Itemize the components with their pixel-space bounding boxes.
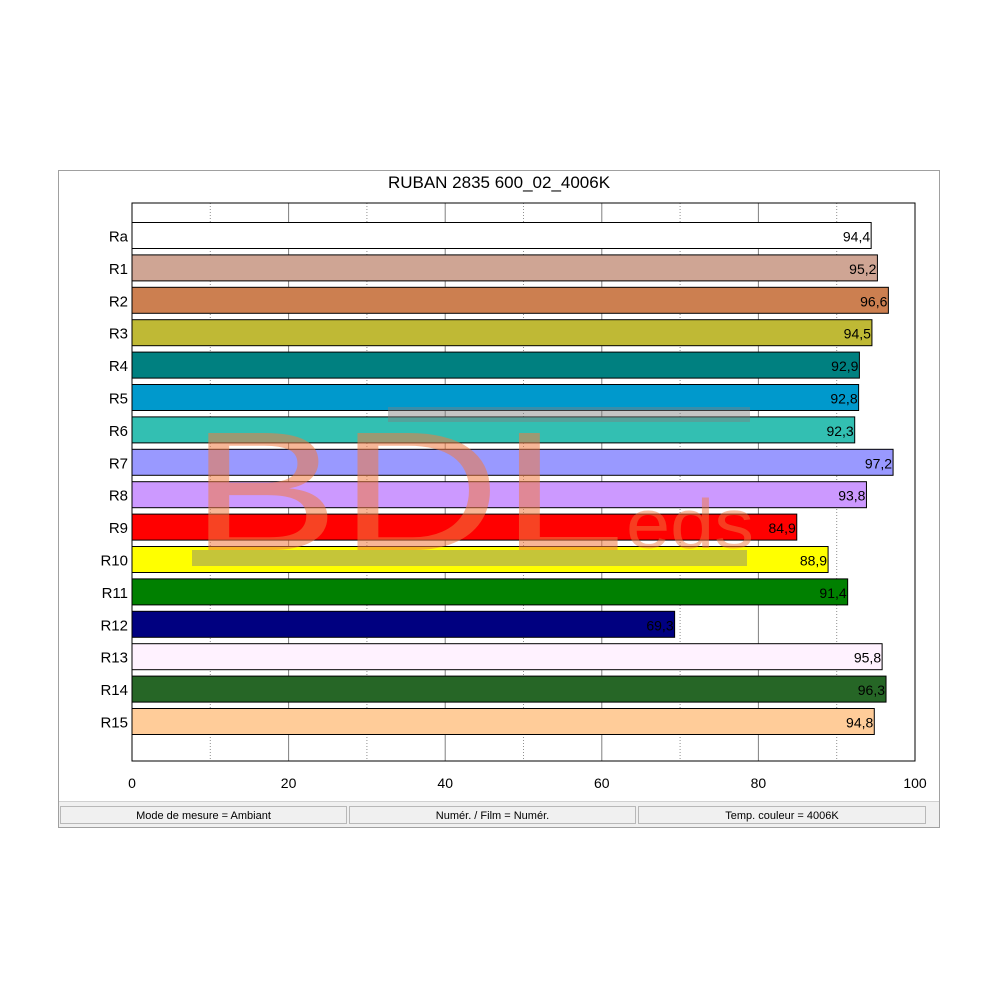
category-label: R9 (109, 520, 128, 537)
category-label: R12 (100, 617, 128, 634)
category-label: Ra (109, 229, 129, 246)
value-label: 94,8 (846, 715, 873, 731)
x-tick-label: 40 (437, 775, 453, 791)
bar-r1 (131, 254, 878, 282)
status-measure-mode: Mode de mesure = Ambiant (60, 806, 347, 824)
value-label: 95,2 (849, 261, 876, 277)
value-label: 94,4 (843, 229, 870, 245)
category-label: R7 (109, 455, 128, 472)
category-label: R8 (109, 488, 128, 505)
value-label: 92,8 (830, 391, 857, 407)
category-label: R6 (109, 423, 128, 440)
bar-r15 (131, 708, 875, 735)
value-label: 91,4 (819, 585, 846, 601)
bar-ra (131, 222, 872, 249)
value-label: 95,8 (854, 650, 881, 666)
chart-plot: Ra 94,4 R1 95,2 R2 96,6 R3 94,5 R4 92,9 R5 92,8 R6 92… (100, 202, 927, 791)
value-label: 88,9 (800, 553, 827, 569)
plot-frame (131, 202, 916, 762)
category-label: R1 (109, 261, 128, 278)
bar-r5 (131, 384, 860, 411)
x-tick-label: 0 (128, 775, 136, 791)
value-label: 69,3 (646, 617, 673, 633)
bar-r8 (131, 481, 867, 509)
bar-r2 (131, 286, 889, 314)
category-label: R13 (100, 650, 128, 667)
value-label: 93,8 (838, 488, 865, 504)
value-label: 97,2 (865, 455, 892, 471)
x-tick-label: 100 (903, 775, 927, 791)
bar-r10 (131, 546, 829, 573)
bar-r13 (131, 643, 883, 671)
bar-r7 (131, 448, 894, 476)
category-label: R4 (109, 358, 128, 375)
category-label: R5 (109, 391, 128, 408)
category-label: R2 (109, 293, 128, 310)
x-tick-label: 20 (281, 775, 297, 791)
status-bar: Mode de mesure = Ambiant Numér. / Film =… (59, 801, 939, 827)
category-label: R15 (100, 715, 128, 732)
value-label: 96,3 (858, 682, 885, 698)
bar-r11 (131, 578, 849, 606)
bar-r12 (131, 610, 676, 638)
chart-title: RUBAN 2835 600_02_4006K (387, 173, 611, 192)
status-film-mode: Numér. / Film = Numér. (349, 806, 636, 824)
bar-r9 (131, 513, 798, 541)
status-color-temperature: Temp. couleur = 4006K (638, 806, 926, 824)
x-tick-label: 80 (751, 775, 767, 791)
category-label: R11 (102, 585, 128, 602)
category-label: R14 (100, 682, 128, 699)
value-label: 92,3 (826, 423, 853, 439)
x-tick-label: 60 (594, 775, 610, 791)
category-label: R3 (109, 326, 128, 343)
bar-r3 (131, 319, 873, 347)
bar-r14 (131, 675, 887, 703)
value-label: 92,9 (831, 358, 858, 374)
category-label: R10 (100, 553, 128, 570)
value-label: 84,9 (769, 520, 796, 536)
bar-r4 (131, 351, 860, 379)
value-label: 96,6 (860, 293, 887, 309)
bar-r6 (131, 416, 856, 444)
value-label: 94,5 (844, 326, 871, 342)
chart-window: Ra 94,4 R1 95,2 R2 96,6 R3 94,5 R4 92,9 R5 92,8 R6 92… (58, 170, 940, 828)
